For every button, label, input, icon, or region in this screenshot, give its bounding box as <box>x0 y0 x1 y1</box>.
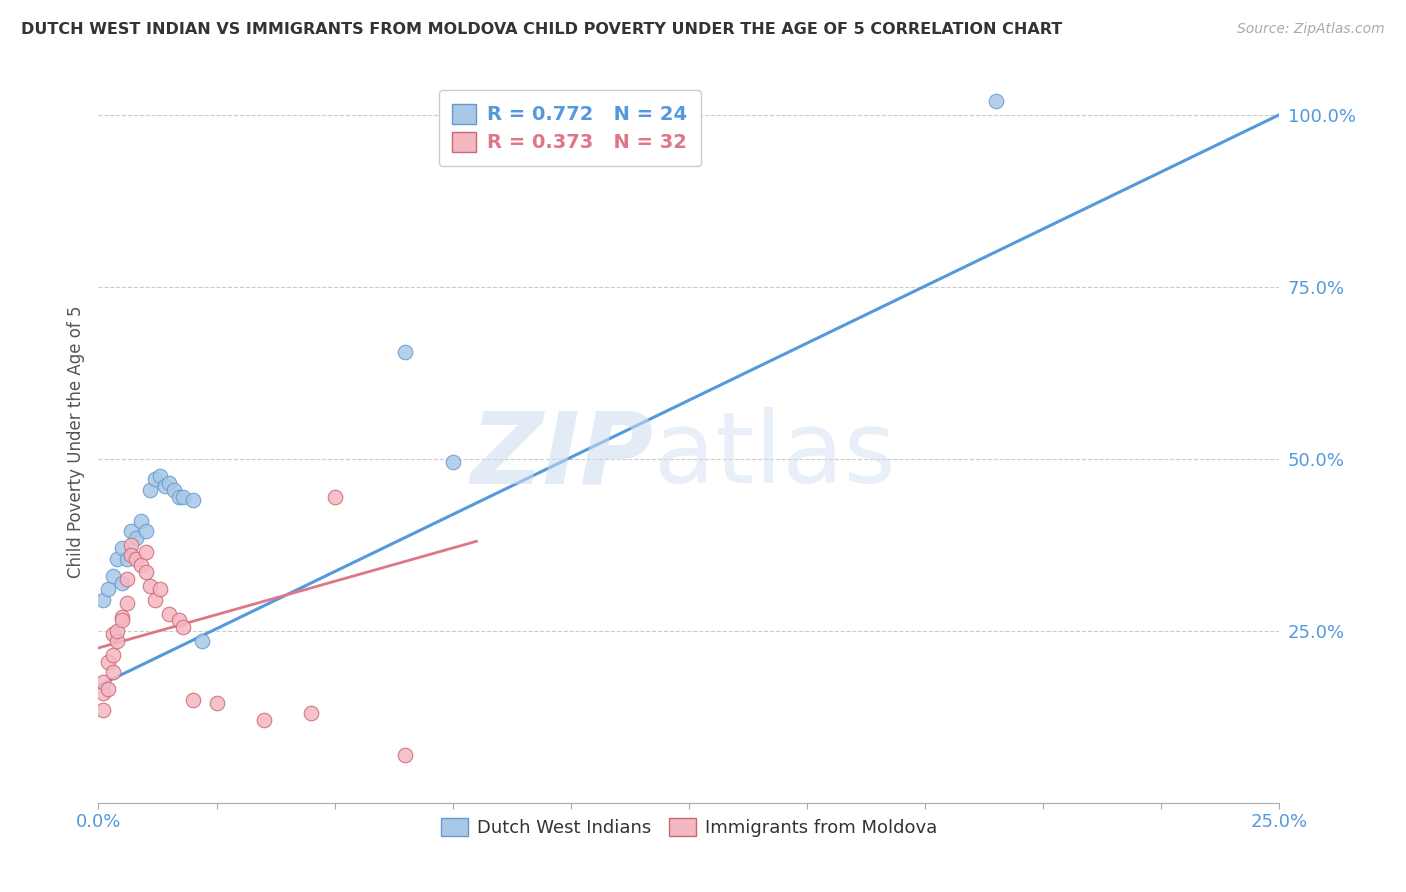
Point <box>149 469 172 483</box>
Point <box>121 524 143 538</box>
Point <box>167 614 190 628</box>
Point <box>91 703 114 717</box>
Legend: Dutch West Indians, Immigrants from Moldova: Dutch West Indians, Immigrants from Mold… <box>433 811 945 845</box>
Point <box>181 692 204 706</box>
Point <box>394 747 416 762</box>
Point <box>181 493 204 508</box>
Point <box>205 696 228 710</box>
Point <box>984 94 1007 108</box>
Point <box>129 558 152 573</box>
Point <box>91 592 114 607</box>
Point <box>129 514 152 528</box>
Point <box>121 548 143 562</box>
Point <box>135 544 157 558</box>
Point <box>143 472 166 486</box>
Point <box>115 596 138 610</box>
Point <box>105 624 128 638</box>
Point <box>163 483 186 497</box>
Point <box>139 579 162 593</box>
Point <box>167 490 190 504</box>
Point <box>105 634 128 648</box>
Point <box>91 686 114 700</box>
Point <box>101 627 124 641</box>
Point <box>157 607 180 621</box>
Text: atlas: atlas <box>654 408 896 505</box>
Point <box>115 551 138 566</box>
Point <box>157 475 180 490</box>
Point <box>101 665 124 679</box>
Text: Source: ZipAtlas.com: Source: ZipAtlas.com <box>1237 22 1385 37</box>
Point <box>323 490 346 504</box>
Point <box>172 490 194 504</box>
Point <box>135 566 157 580</box>
Text: DUTCH WEST INDIAN VS IMMIGRANTS FROM MOLDOVA CHILD POVERTY UNDER THE AGE OF 5 CO: DUTCH WEST INDIAN VS IMMIGRANTS FROM MOL… <box>21 22 1063 37</box>
Point <box>101 568 124 582</box>
Point <box>111 614 134 628</box>
Y-axis label: Child Poverty Under the Age of 5: Child Poverty Under the Age of 5 <box>66 305 84 578</box>
Point <box>101 648 124 662</box>
Point <box>149 582 172 597</box>
Point <box>115 572 138 586</box>
Point <box>139 483 162 497</box>
Point <box>111 541 134 556</box>
Point <box>97 682 120 697</box>
Point <box>135 524 157 538</box>
Point <box>172 620 194 634</box>
Point <box>97 655 120 669</box>
Point <box>97 582 120 597</box>
Point <box>121 538 143 552</box>
Point <box>299 706 322 721</box>
Text: ZIP: ZIP <box>471 408 654 505</box>
Point <box>111 575 134 590</box>
Point <box>125 531 148 545</box>
Point <box>191 634 214 648</box>
Point <box>394 345 416 359</box>
Point <box>253 713 276 727</box>
Point <box>111 610 134 624</box>
Point <box>441 455 464 469</box>
Point <box>125 551 148 566</box>
Point <box>105 551 128 566</box>
Point <box>153 479 176 493</box>
Point <box>143 592 166 607</box>
Point <box>91 675 114 690</box>
